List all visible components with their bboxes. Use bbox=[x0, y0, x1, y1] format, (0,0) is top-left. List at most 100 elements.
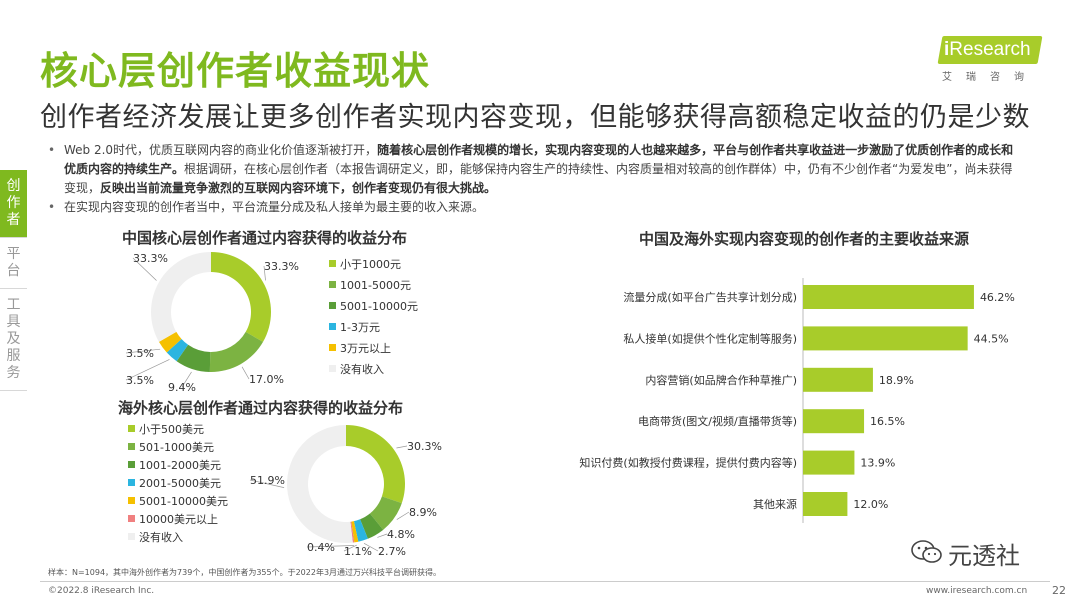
bar bbox=[803, 409, 865, 434]
donut-slice bbox=[176, 344, 211, 372]
iresearch-logo: iResearch 艾瑞咨询 bbox=[928, 30, 1048, 86]
slice-label: 33.3% bbox=[133, 252, 168, 265]
donut-slice bbox=[209, 331, 264, 372]
donut-slice bbox=[287, 425, 353, 543]
donut-slice bbox=[360, 513, 384, 539]
page-title: 核心层创作者收益现状 bbox=[40, 49, 431, 93]
legend-label: 没有收入 bbox=[340, 362, 384, 376]
slice-label: 30.3% bbox=[407, 440, 442, 453]
legend-swatch bbox=[329, 323, 336, 330]
wechat-icon bbox=[911, 540, 942, 563]
bar-category-label: 流量分成(如平台广告共享计划分成) bbox=[623, 290, 797, 304]
legend-swatch bbox=[329, 365, 336, 372]
legend-label: 10000美元以上 bbox=[139, 513, 218, 526]
legend-swatch bbox=[128, 461, 135, 468]
bar-value-label: 46.2% bbox=[980, 291, 1015, 304]
bar bbox=[803, 326, 968, 351]
bar-value-label: 16.5% bbox=[870, 415, 905, 428]
leader-line bbox=[263, 265, 266, 281]
leader-line bbox=[396, 445, 408, 449]
overseas-donut-title: 海外核心层创作者通过内容获得的收益分布 bbox=[118, 399, 404, 417]
bar-value-label: 12.0% bbox=[853, 498, 888, 511]
legend-label: 5001-10000元 bbox=[340, 300, 418, 313]
donut-slice bbox=[346, 425, 405, 504]
website-link[interactable]: www.iresearch.com.cn bbox=[926, 586, 1028, 596]
slice-label: 2.7% bbox=[378, 545, 406, 558]
china-donut-title: 中国核心层创作者通过内容获得的收益分布 bbox=[122, 229, 408, 247]
legend-label: 1001-2000美元 bbox=[139, 459, 221, 472]
slice-label: 3.5% bbox=[126, 374, 154, 387]
slice-label: 9.4% bbox=[168, 381, 196, 394]
slice-label: 4.8% bbox=[387, 528, 415, 541]
bullet-list: Web 2.0时代，优质互联网内容的商业化价值逐渐被打开，随着核心层创作者规模的… bbox=[48, 141, 1023, 217]
legend-label: 小于1000元 bbox=[340, 258, 401, 271]
donut-slice bbox=[150, 252, 211, 342]
leader-line bbox=[241, 366, 250, 380]
slice-label: 1.1% bbox=[344, 545, 372, 558]
bar-category-label: 电商带货(图文/视频/直播带货等) bbox=[638, 414, 797, 428]
legend-swatch bbox=[329, 281, 336, 288]
legend-label: 小于500美元 bbox=[139, 423, 204, 436]
legend-label: 没有收入 bbox=[139, 530, 183, 544]
leader-line bbox=[125, 348, 161, 354]
legend-swatch bbox=[128, 443, 135, 450]
legend-swatch bbox=[128, 497, 135, 504]
leader-line bbox=[132, 257, 157, 281]
donut-slice bbox=[353, 519, 368, 542]
legend-swatch bbox=[128, 425, 135, 432]
bar-value-label: 44.5% bbox=[974, 332, 1009, 345]
donut-slice bbox=[351, 521, 359, 543]
bar bbox=[803, 367, 873, 392]
donut-slice bbox=[158, 331, 182, 353]
slice-label: 17.0% bbox=[249, 373, 284, 386]
legend-swatch bbox=[128, 515, 135, 522]
bar bbox=[803, 285, 974, 309]
donut-slice bbox=[369, 496, 402, 530]
legend-label: 5001-10000美元 bbox=[139, 495, 228, 508]
leader-line bbox=[343, 544, 357, 552]
legend-label: 1001-5000元 bbox=[340, 279, 411, 292]
leader-line bbox=[306, 545, 354, 548]
slice-label: 51.9% bbox=[250, 474, 285, 487]
donut-slice bbox=[211, 252, 272, 342]
legend-label: 1-3万元 bbox=[340, 321, 380, 334]
leader-line bbox=[396, 511, 410, 520]
bar-chart-title: 中国及海外实现内容变现的创作者的主要收益来源 bbox=[639, 230, 970, 248]
legend-label: 3万元以上 bbox=[340, 342, 391, 355]
slice-label: 33.3% bbox=[264, 260, 299, 273]
donut-slice bbox=[350, 521, 355, 543]
bar-category-label: 内容营销(如品牌合作种草推广) bbox=[645, 373, 797, 387]
bar-category-label: 知识付费(如教授付费课程，提供付费内容等) bbox=[579, 456, 797, 470]
bullet-item: 在实现内容变现的创作者当中，平台流量分成及私人接单为最主要的收入来源。 bbox=[48, 198, 1023, 217]
legend-swatch bbox=[329, 260, 336, 267]
legend-swatch bbox=[128, 479, 135, 486]
bar-value-label: 18.9% bbox=[879, 374, 914, 387]
side-tab-tools[interactable]: 工具及服务 bbox=[0, 288, 27, 391]
side-tab-platform[interactable]: 平台 bbox=[0, 237, 27, 288]
footnote: 样本：N=1094，其中海外创作者为739个，中国创作者为355个。于2022年… bbox=[48, 568, 442, 577]
bar-value-label: 13.9% bbox=[860, 457, 895, 470]
leader-line bbox=[249, 479, 285, 488]
leader-line bbox=[363, 543, 379, 552]
donut-slice bbox=[166, 339, 189, 362]
leader-line bbox=[181, 371, 192, 388]
bar bbox=[803, 450, 855, 475]
bar bbox=[803, 492, 848, 516]
leader-line bbox=[125, 359, 170, 381]
footer-divider bbox=[40, 581, 1050, 582]
slice-label: 0.4% bbox=[307, 541, 335, 554]
legend-label: 501-1000美元 bbox=[139, 441, 214, 454]
watermark-text: 元透社 bbox=[948, 542, 1020, 570]
slice-label: 8.9% bbox=[409, 506, 437, 519]
legend-swatch bbox=[329, 302, 336, 309]
bar-category-label: 其他来源 bbox=[753, 497, 797, 511]
side-tab-creator[interactable]: 创作者 bbox=[0, 170, 27, 237]
slice-label: 3.5% bbox=[126, 347, 154, 360]
page-subtitle: 创作者经济发展让更多创作者实现内容变现，但能够获得高额稳定收益的仍是少数 bbox=[40, 102, 1030, 133]
side-nav: 创作者 平台 工具及服务 bbox=[0, 170, 27, 391]
legend-label: 2001-5000美元 bbox=[139, 477, 221, 490]
page-number: 22 bbox=[1052, 584, 1066, 597]
copyright: ©2022.8 iResearch Inc. bbox=[48, 586, 155, 596]
legend-swatch bbox=[329, 344, 336, 351]
